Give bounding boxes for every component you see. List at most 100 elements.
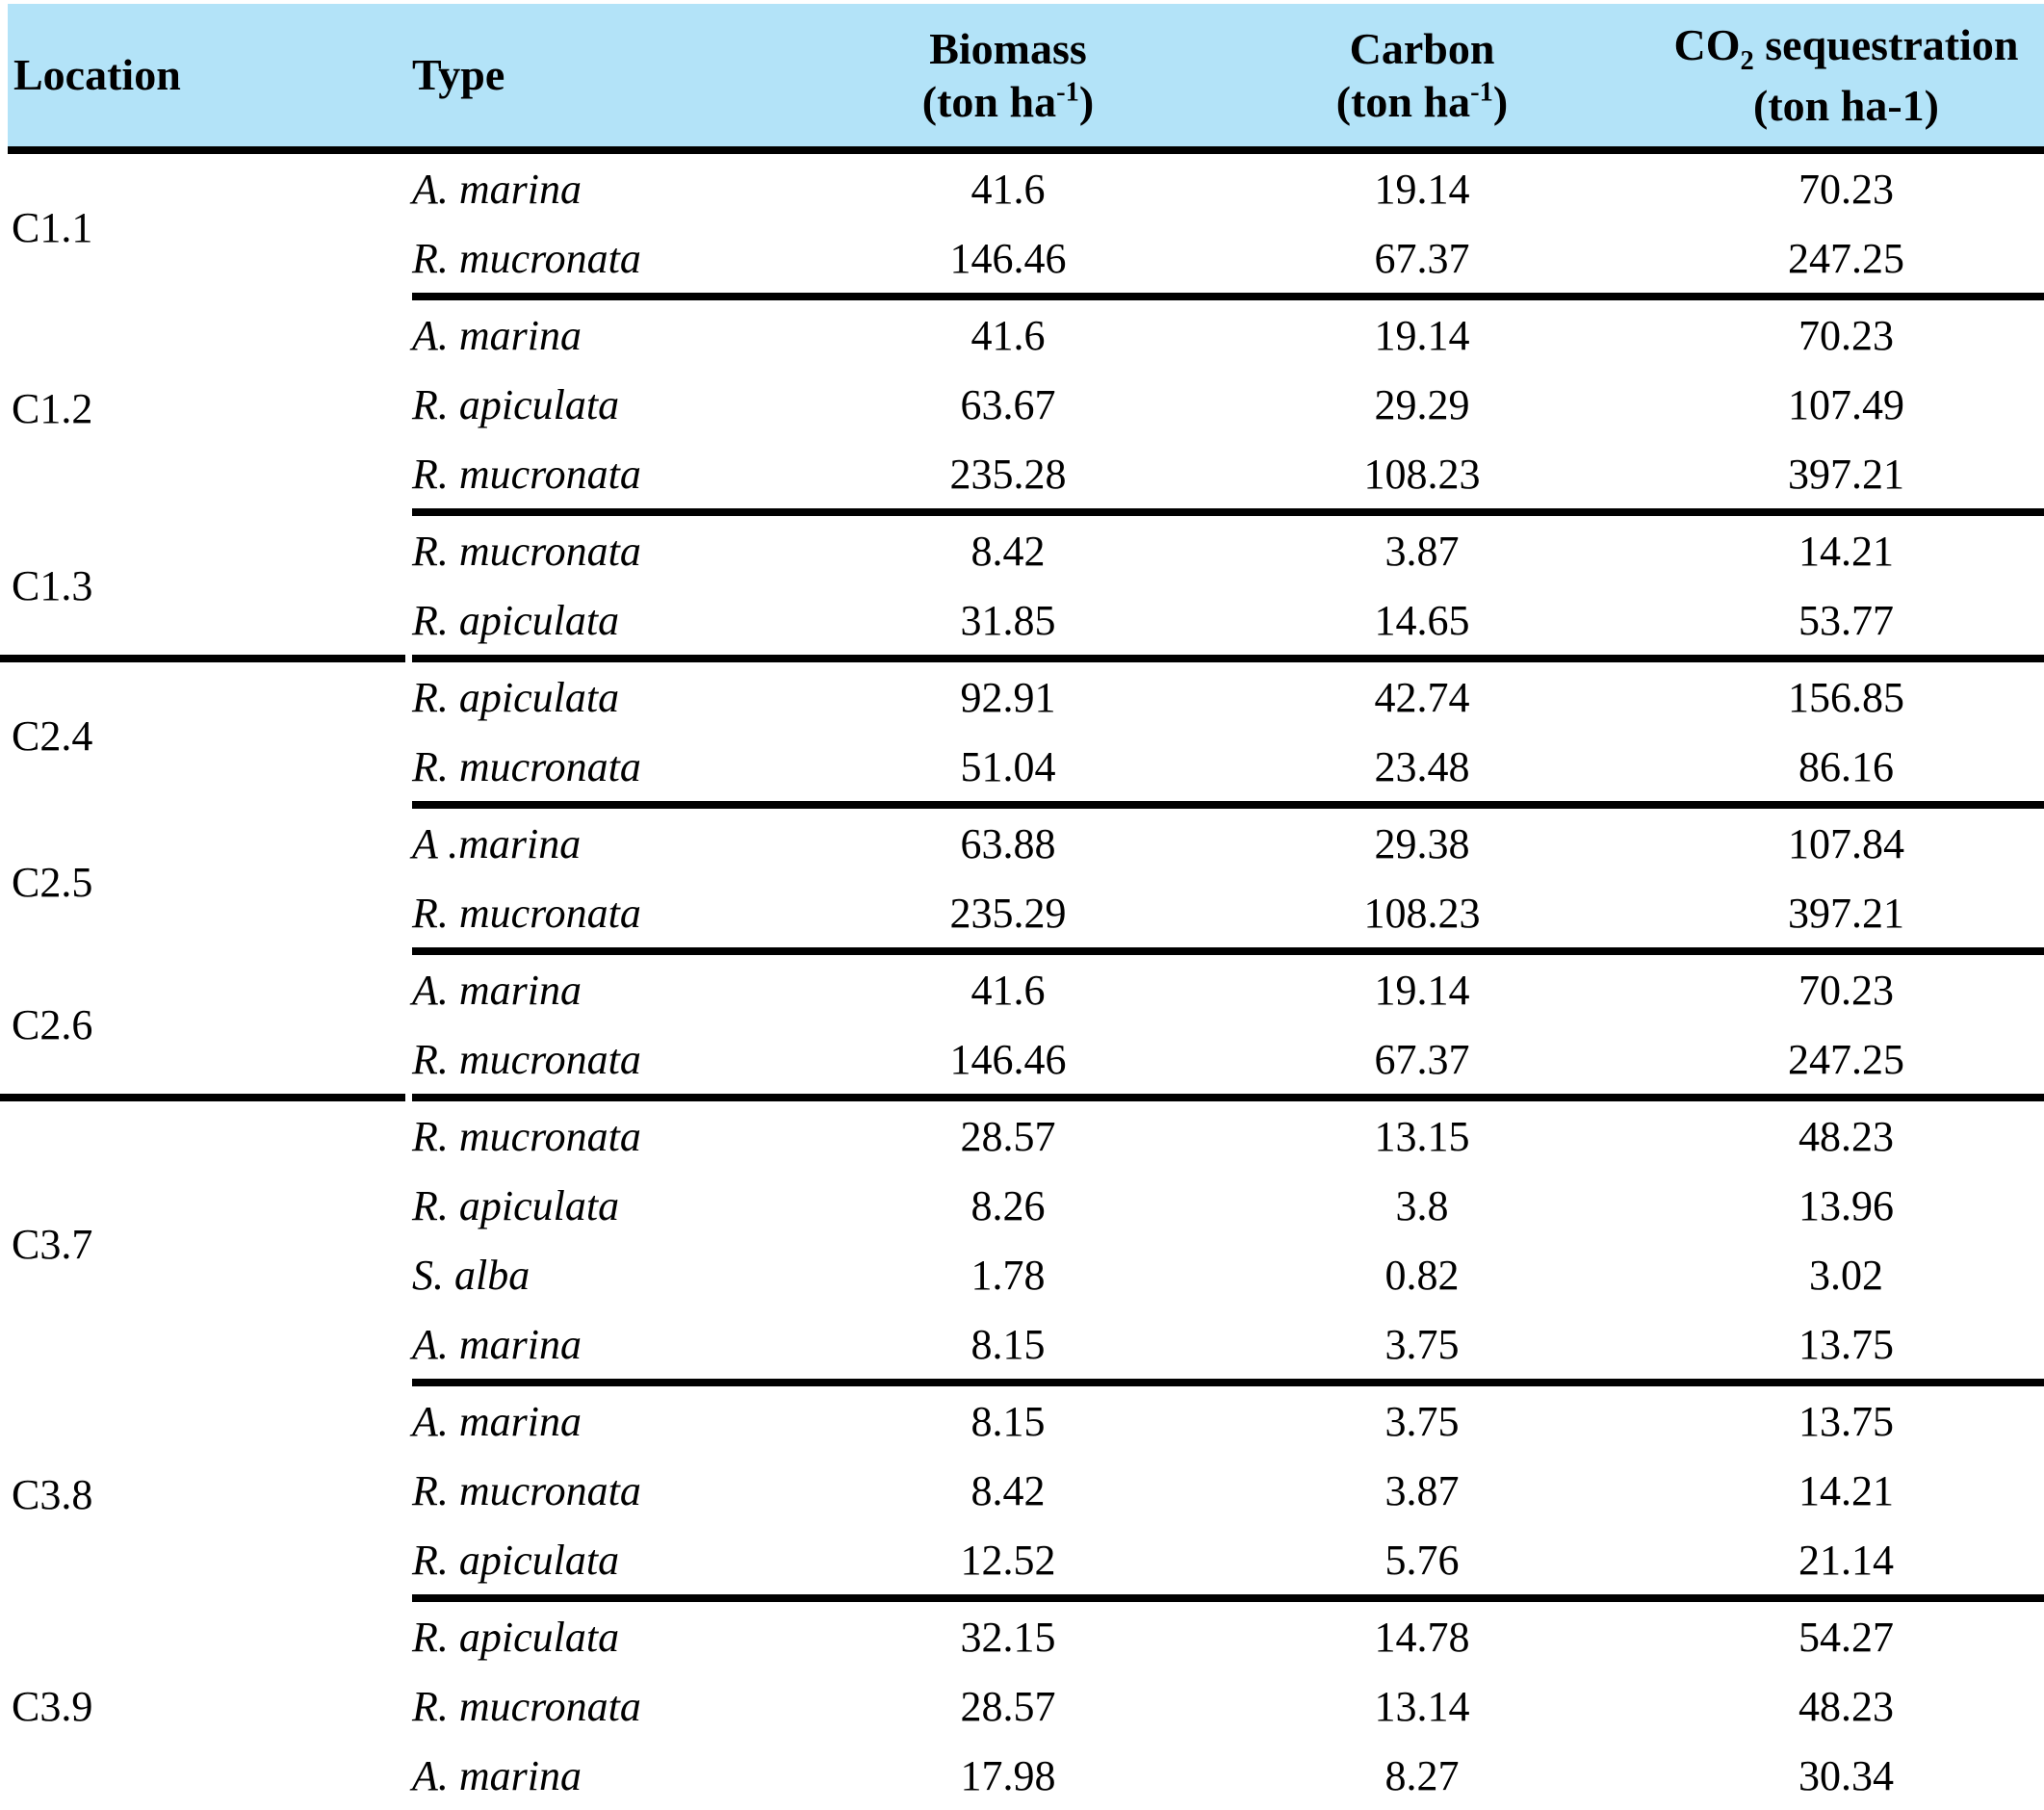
location-group: C1.3 R. mucronata 8.42 3.87 14.21 R. api… (0, 516, 2044, 662)
table-row: R. mucronata 235.29 108.23 397.21 (412, 878, 2044, 947)
cell-species-type: R. mucronata (412, 527, 641, 575)
table-row: R. apiculata 12.52 5.76 21.14 (412, 1525, 2044, 1594)
cell-co2-sequestration-value: 13.75 (1798, 1320, 1894, 1368)
cell-carbon-value: 23.48 (1374, 742, 1470, 790)
cell-co2-sequestration-value: 70.23 (1798, 311, 1894, 359)
cell-carbon-value: 13.14 (1374, 1682, 1470, 1730)
cell-species-type: A. marina (412, 1751, 582, 1799)
group-rows: A. marina 41.6 19.14 70.23 R. mucronata … (412, 955, 2044, 1101)
table-body: C1.1 A. marina 41.6 19.14 70.23 R. mucro… (0, 154, 2044, 1810)
table-row: R. mucronata 146.46 67.37 247.25 (412, 1024, 2044, 1094)
carbon-unit-exponent: -1 (1470, 77, 1493, 108)
column-header-carbon: Carbon (ton ha-1) (1196, 22, 1648, 128)
cell-carbon-value: 14.78 (1374, 1613, 1470, 1661)
cell-biomass-value: 41.6 (970, 165, 1046, 213)
table-row: A. marina 41.6 19.14 70.23 (412, 300, 2044, 370)
group-rows: A. marina 8.15 3.75 13.75 R. mucronata 8… (412, 1386, 2044, 1602)
table-row: R. mucronata 235.28 108.23 397.21 (412, 439, 2044, 508)
group-rows: R. mucronata 28.57 13.15 48.23 R. apicul… (412, 1101, 2044, 1386)
cell-co2-sequestration-value: 397.21 (1788, 450, 1904, 498)
column-header-location: Location (8, 48, 412, 101)
location-label: C1.2 (12, 384, 93, 432)
location-label: C2.5 (12, 858, 93, 906)
cell-biomass-value: 41.6 (970, 966, 1046, 1014)
group-rows: A. marina 41.6 19.14 70.23 R. apiculata … (412, 300, 2044, 516)
table-row: R. apiculata 92.91 42.74 156.85 (412, 662, 2044, 732)
cell-biomass-value: 92.91 (960, 673, 1056, 721)
cell-biomass-value: 28.57 (960, 1682, 1056, 1730)
cell-carbon-value: 42.74 (1374, 673, 1470, 721)
cell-species-type: R. mucronata (412, 742, 641, 790)
cell-biomass-value: 41.6 (970, 311, 1046, 359)
cell-biomass-value: 28.57 (960, 1112, 1056, 1160)
cell-species-type: A. marina (412, 311, 582, 359)
cell-species-type: R. mucronata (412, 889, 641, 937)
location-group: C3.7 R. mucronata 28.57 13.15 48.23 R. a… (0, 1101, 2044, 1386)
cell-carbon-value: 0.82 (1384, 1251, 1460, 1299)
cell-biomass-value: 8.26 (970, 1181, 1046, 1229)
cell-co2-sequestration-value: 107.84 (1788, 819, 1904, 867)
location-label: C3.8 (12, 1470, 93, 1518)
location-group: C2.6 A. marina 41.6 19.14 70.23 R. mucro… (0, 955, 2044, 1101)
cell-biomass-value: 1.78 (970, 1251, 1046, 1299)
cell-biomass-value: 31.85 (960, 596, 1056, 644)
cell-co2-sequestration-value: 13.75 (1798, 1397, 1894, 1445)
cell-biomass-value: 63.88 (960, 819, 1056, 867)
cell-biomass-value: 146.46 (949, 1035, 1067, 1083)
location-group: C3.8 A. marina 8.15 3.75 13.75 R. mucron… (0, 1386, 2044, 1602)
cell-co2-sequestration-value: 13.96 (1798, 1181, 1894, 1229)
cell-co2-sequestration-value: 156.85 (1788, 673, 1904, 721)
cell-carbon-value: 3.8 (1395, 1181, 1449, 1229)
cell-co2-sequestration-value: 14.21 (1798, 527, 1894, 575)
cell-co2-sequestration-value: 21.14 (1798, 1536, 1894, 1584)
cell-carbon-value: 5.76 (1384, 1536, 1460, 1584)
carbon-header-name: Carbon (1349, 23, 1495, 73)
table-row: R. apiculata 31.85 14.65 53.77 (412, 585, 2044, 655)
co2-subscript: 2 (1740, 46, 1754, 77)
group-rows: A. marina 41.6 19.14 70.23 R. mucronata … (412, 154, 2044, 300)
cell-carbon-value: 29.38 (1374, 819, 1470, 867)
cell-species-type: R. apiculata (412, 673, 620, 721)
table-row: R. apiculata 63.67 29.29 107.49 (412, 370, 2044, 439)
location-label: C1.1 (12, 203, 93, 251)
table-row: R. mucronata 8.42 3.87 14.21 (412, 1456, 2044, 1525)
cell-co2-sequestration-value: 48.23 (1798, 1682, 1894, 1730)
cell-co2-sequestration-value: 247.25 (1788, 234, 1904, 282)
cell-carbon-value: 3.87 (1384, 527, 1460, 575)
cell-co2-sequestration-value: 70.23 (1798, 165, 1894, 213)
cell-carbon-value: 29.29 (1374, 380, 1470, 428)
table-header-row: Location Type Biomass (ton ha-1) Carbon … (8, 4, 2044, 154)
cell-carbon-value: 13.15 (1374, 1112, 1470, 1160)
cell-co2-sequestration-value: 30.34 (1798, 1751, 1894, 1799)
group-rows: R. apiculata 32.15 14.78 54.27 R. mucron… (412, 1602, 2044, 1810)
location-group: C2.5 A .marina 63.88 29.38 107.84 R. muc… (0, 809, 2044, 955)
cell-biomass-value: 12.52 (960, 1536, 1056, 1584)
cell-carbon-value: 67.37 (1374, 1035, 1470, 1083)
cell-biomass-value: 51.04 (960, 742, 1056, 790)
table-row: S. alba 1.78 0.82 3.02 (412, 1240, 2044, 1309)
cell-species-type: A. marina (412, 1397, 582, 1445)
cell-carbon-value: 3.75 (1384, 1320, 1460, 1368)
co2-header-name: CO2 sequestration (1673, 20, 2019, 77)
cell-species-type: A .marina (412, 819, 582, 867)
column-header-location-label: Location (13, 50, 181, 100)
biomass-unit-exponent: -1 (1056, 77, 1079, 108)
cell-carbon-value: 19.14 (1374, 311, 1470, 359)
cell-carbon-value: 14.65 (1374, 596, 1470, 644)
cell-co2-sequestration-value: 3.02 (1809, 1251, 1883, 1299)
cell-species-type: A. marina (412, 1320, 582, 1368)
cell-species-type: R. mucronata (412, 1466, 641, 1514)
location-label: C1.3 (0, 516, 405, 662)
cell-carbon-value: 3.87 (1384, 1466, 1460, 1514)
cell-biomass-value: 8.15 (970, 1320, 1046, 1368)
cell-biomass-value: 32.15 (960, 1613, 1056, 1661)
cell-biomass-value: 8.15 (970, 1397, 1046, 1445)
cell-species-type: A. marina (412, 966, 582, 1014)
location-label: C2.6 (0, 955, 405, 1101)
location-label: C2.4 (12, 711, 93, 760)
cell-species-type: R. mucronata (412, 1682, 641, 1730)
location-label: C3.7 (12, 1220, 93, 1268)
cell-biomass-value: 235.28 (949, 450, 1067, 498)
cell-species-type: R. mucronata (412, 450, 641, 498)
cell-species-type: R. apiculata (412, 1613, 620, 1661)
